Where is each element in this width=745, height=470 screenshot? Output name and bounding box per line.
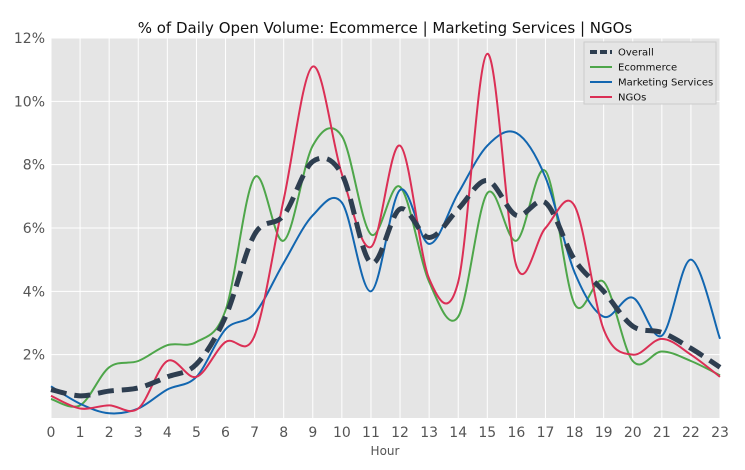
x-tick-label: 13 — [420, 425, 438, 441]
x-tick-label: 10 — [333, 425, 351, 441]
y-tick-label: 10% — [14, 94, 45, 110]
series-layer — [50, 52, 722, 415]
x-tick-label: 1 — [76, 425, 85, 441]
y-tick-labels: 2% 4% 6% 8% 10% 12% — [14, 31, 45, 364]
x-tick-label: 2 — [105, 425, 114, 441]
series-line-overall — [50, 155, 722, 399]
x-tick-label: 21 — [653, 425, 671, 441]
y-tick-label: 8% — [23, 158, 45, 174]
x-tick-label: 12 — [391, 425, 409, 441]
x-tick-label: 16 — [507, 425, 525, 441]
x-tick-label: 4 — [163, 425, 172, 441]
chart-title: % of Daily Open Volume: Ecommerce | Mark… — [138, 19, 633, 37]
x-tick-label: 19 — [595, 425, 613, 441]
legend-label: NGOs — [618, 93, 646, 104]
legend-label: Marketing Services — [618, 78, 713, 89]
x-tick-label: 5 — [192, 425, 201, 441]
x-tick-label: 9 — [308, 425, 317, 441]
x-tick-label: 11 — [362, 425, 380, 441]
x-tick-label: 8 — [279, 425, 288, 441]
legend: Overall Ecommerce Marketing Services NGOs — [583, 41, 717, 105]
x-tick-labels: 0 1 2 3 4 5 6 7 8 9 10 11 12 13 14 15 16 17 18 19 20 21 22 23 — [47, 425, 729, 441]
y-tick-label: 4% — [23, 284, 45, 300]
series-line-ecommerce — [50, 127, 721, 408]
x-tick-label: 15 — [478, 425, 496, 441]
y-tick-label: 6% — [23, 221, 45, 237]
x-tick-label: 23 — [711, 425, 729, 441]
legend-label: Overall — [618, 48, 654, 59]
y-tick-label: 12% — [14, 31, 45, 47]
x-tick-label: 7 — [250, 425, 259, 441]
x-tick-label: 6 — [221, 425, 230, 441]
x-axis-title: Hour — [371, 444, 400, 458]
x-tick-label: 18 — [566, 425, 584, 441]
x-tick-label: 0 — [47, 425, 56, 441]
x-tick-label: 14 — [449, 425, 467, 441]
y-tick-label: 2% — [23, 348, 45, 364]
series-line-ngos — [50, 52, 721, 413]
legend-label: Ecommerce — [618, 63, 677, 74]
x-tick-label: 3 — [134, 425, 143, 441]
series-line-marketing-services — [50, 130, 721, 415]
x-tick-label: 17 — [537, 425, 555, 441]
x-tick-label: 22 — [682, 425, 700, 441]
x-tick-label: 20 — [624, 425, 642, 441]
